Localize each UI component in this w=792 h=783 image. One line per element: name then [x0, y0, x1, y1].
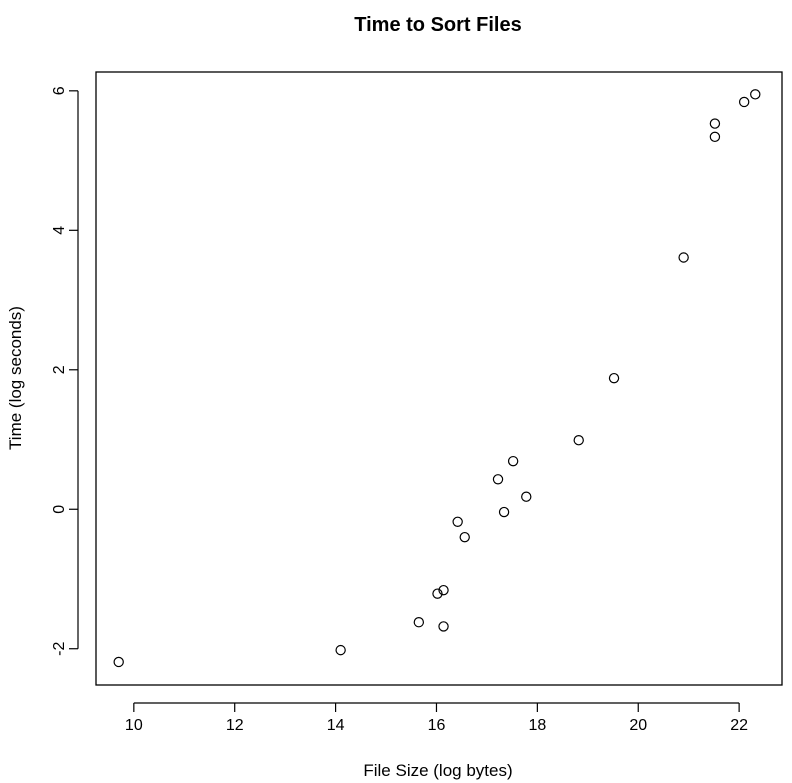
chart-title: Time to Sort Files: [354, 14, 521, 36]
data-point: [438, 584, 449, 596]
y-tick-label: 0: [51, 505, 68, 514]
x-tick-label: 14: [327, 717, 345, 734]
data-point: [608, 372, 620, 384]
data-point: [492, 474, 504, 485]
data-point: [335, 644, 346, 656]
plot-frame: [95, 71, 783, 686]
data-point: [113, 656, 124, 668]
x-tick-label: 22: [730, 717, 748, 734]
data-point: [709, 131, 721, 143]
data-point: [498, 506, 510, 518]
data-points: [113, 89, 761, 668]
data-point: [507, 455, 519, 467]
x-axis: 10 12 14 16 18 20 22: [125, 702, 748, 734]
y-tick-label: 4: [51, 226, 68, 235]
data-point: [750, 89, 761, 100]
data-point: [438, 621, 449, 632]
data-point: [521, 491, 532, 502]
y-axis: -2 0 2 4 6: [51, 86, 79, 656]
y-tick-label: 6: [51, 86, 68, 95]
x-axis-label: File Size (log bytes): [363, 761, 512, 780]
x-tick-label: 18: [528, 717, 546, 734]
x-tick-label: 20: [629, 717, 647, 734]
data-point: [709, 118, 721, 129]
data-point: [573, 435, 584, 446]
data-point: [678, 252, 689, 263]
data-point: [432, 588, 443, 599]
data-point: [452, 516, 463, 528]
y-axis-label: Time (log seconds): [6, 306, 25, 450]
y-tick-label: 2: [51, 365, 68, 374]
data-point: [413, 617, 425, 628]
y-tick-label: -2: [51, 642, 68, 656]
x-tick-label: 10: [125, 717, 143, 734]
x-tick-label: 12: [226, 717, 244, 734]
x-tick-label: 16: [428, 717, 446, 734]
data-point: [459, 531, 470, 543]
data-point: [738, 96, 750, 108]
